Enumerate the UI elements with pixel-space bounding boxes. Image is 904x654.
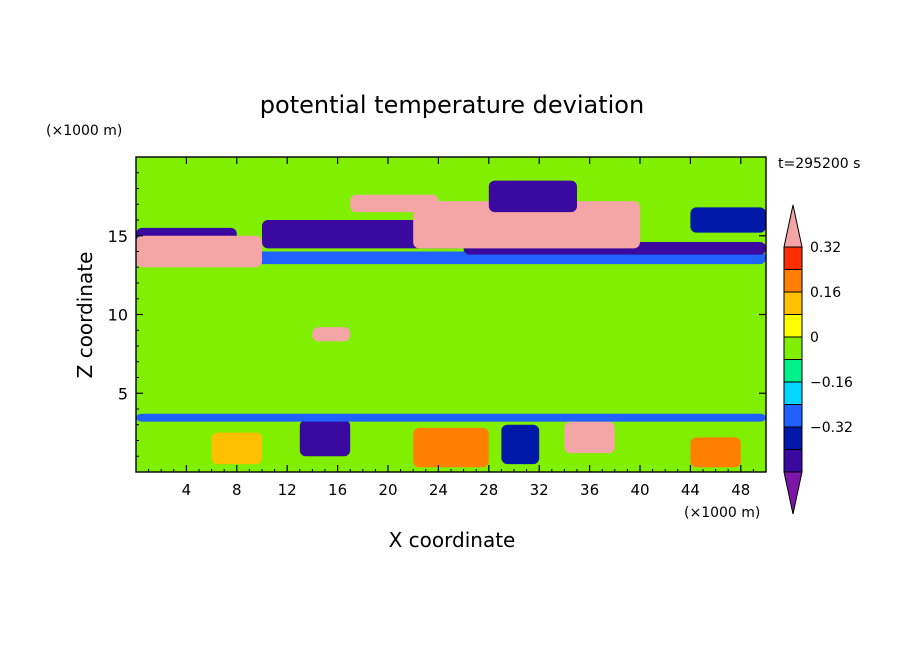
- x-axis: 4 8 12 16 20 24 28 32 36 40 44 48: [148, 157, 754, 499]
- colorbar-segment: [783, 381, 803, 405]
- field-region: [136, 413, 766, 422]
- y-tick-label: 10: [108, 306, 128, 325]
- x-tick-label: 16: [328, 481, 347, 499]
- colorbar-tick-label: 0.32: [810, 240, 841, 256]
- colorbar-tick-label: −0.32: [810, 420, 853, 436]
- y-tick-label: 15: [108, 227, 128, 246]
- y-tick-label: 5: [118, 384, 128, 403]
- colorbar-segment: [783, 449, 803, 473]
- x-axis-label: X coordinate: [389, 528, 516, 552]
- field-region: [413, 201, 640, 249]
- field-region: [564, 421, 615, 454]
- colorbar-tick-label: −0.16: [810, 375, 853, 391]
- field-region: [136, 235, 262, 268]
- y-unit-label: (×1000 m): [46, 123, 122, 139]
- x-tick-label: 12: [278, 481, 297, 499]
- x-unit-label: (×1000 m): [684, 505, 760, 521]
- field-region: [438, 275, 766, 299]
- colorbar-segment: [783, 269, 803, 293]
- colorbar-tick-label: 0.16: [810, 285, 841, 301]
- colorbar-segment: [783, 404, 803, 428]
- x-tick-label: 32: [530, 481, 549, 499]
- x-tick-label: 48: [731, 481, 750, 499]
- x-tick-label: 28: [479, 481, 498, 499]
- field-region: [690, 207, 766, 233]
- time-label: t=295200 s: [778, 156, 860, 172]
- x-tick-label: 4: [182, 481, 192, 499]
- field-region: [312, 327, 351, 342]
- field-region: [488, 180, 577, 213]
- y-axis-label: Z coordinate: [73, 252, 97, 379]
- field-region: [211, 432, 262, 465]
- colorbar-segment: [783, 314, 803, 338]
- x-tick-label: 44: [681, 481, 700, 499]
- field-region: [299, 420, 351, 457]
- x-tick-label: 36: [580, 481, 599, 499]
- chart-title: potential temperature deviation: [260, 91, 644, 119]
- colorbar-segment: [783, 426, 803, 450]
- colorbar-segment: [783, 336, 803, 360]
- x-tick-label: 20: [378, 481, 397, 499]
- field-region: [413, 427, 489, 468]
- colorbar-tick-label: 0: [810, 330, 819, 346]
- colorbar-segment: [783, 359, 803, 383]
- field-region: [690, 437, 741, 468]
- colorbar-under-triangle: [783, 471, 803, 515]
- y-axis: 5 10 15: [108, 172, 766, 457]
- x-tick-label: 8: [232, 481, 242, 499]
- colorbar-segment: [783, 291, 803, 315]
- colorbar: 0.32 0.16 0 −0.16 −0.32: [783, 204, 853, 515]
- colorbar-over-triangle: [783, 204, 803, 248]
- x-tick-label: 24: [429, 481, 448, 499]
- field-region: [350, 194, 439, 213]
- x-tick-label: 40: [630, 481, 649, 499]
- colorbar-segment: [783, 246, 803, 270]
- plot-area: [136, 157, 766, 472]
- field-region: [211, 298, 766, 362]
- field-region: [501, 424, 540, 465]
